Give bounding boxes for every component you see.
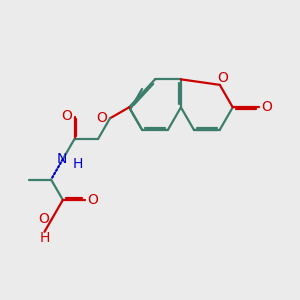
Text: N: N	[57, 152, 68, 166]
Text: O: O	[217, 71, 228, 85]
Text: O: O	[96, 111, 107, 125]
Text: O: O	[61, 109, 72, 123]
Text: H: H	[72, 157, 83, 171]
Text: H: H	[39, 231, 50, 245]
Text: O: O	[262, 100, 272, 114]
Text: O: O	[88, 193, 99, 207]
Text: O: O	[38, 212, 49, 226]
